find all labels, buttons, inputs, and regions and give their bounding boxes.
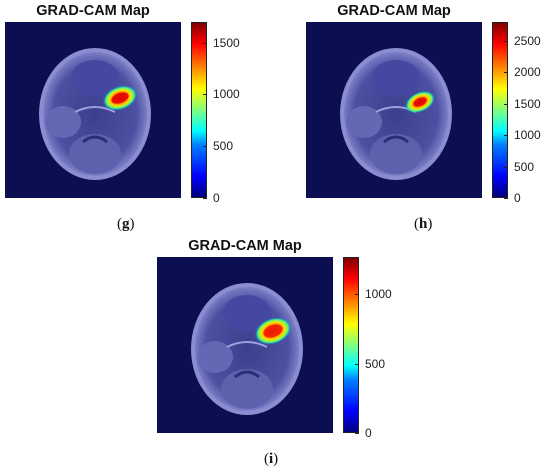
colorbar-tick-label: 0 bbox=[365, 426, 372, 440]
panel-h-brain-image bbox=[306, 22, 482, 198]
panel-i-title: GRAD-CAM Map bbox=[188, 238, 302, 254]
colorbar-tick-mark bbox=[504, 104, 508, 105]
colorbar-tick-mark bbox=[504, 167, 508, 168]
colorbar-tick-label: 500 bbox=[514, 160, 535, 174]
colorbar-tick-label: 0 bbox=[213, 191, 220, 205]
colorbar-tick-mark bbox=[355, 433, 359, 434]
panel-h-label: (h) bbox=[414, 216, 433, 232]
colorbar-tick-label: 1000 bbox=[514, 128, 541, 142]
colorbar-tick-label: 2000 bbox=[514, 65, 541, 79]
colorbar-tick-mark bbox=[355, 364, 359, 365]
colorbar-tick-label: 2500 bbox=[514, 34, 541, 48]
colorbar-tick-mark bbox=[203, 198, 207, 199]
panel-g-label: (g) bbox=[117, 216, 135, 232]
panel-h-title: GRAD-CAM Map bbox=[337, 3, 451, 19]
panel-i-brain-image bbox=[157, 257, 333, 433]
panel-h-colorbar bbox=[492, 22, 508, 198]
panel-g-colorbar bbox=[191, 22, 207, 198]
panel-g-title: GRAD-CAM Map bbox=[36, 3, 150, 19]
panel-g-brain-image bbox=[5, 22, 181, 198]
panel-i-label: (i) bbox=[264, 451, 279, 467]
colorbar-tick-mark bbox=[203, 94, 207, 95]
colorbar-tick-mark bbox=[355, 294, 359, 295]
colorbar-tick-mark bbox=[203, 146, 207, 147]
colorbar-tick-label: 1000 bbox=[365, 287, 392, 301]
colorbar-tick-mark bbox=[504, 198, 508, 199]
panel-i-colorbar bbox=[343, 257, 359, 433]
colorbar-tick-label: 1000 bbox=[213, 87, 240, 101]
colorbar-tick-label: 1500 bbox=[213, 36, 240, 50]
colorbar-tick-mark bbox=[203, 43, 207, 44]
colorbar-tick-label: 1500 bbox=[514, 97, 541, 111]
colorbar-tick-label: 0 bbox=[514, 191, 521, 205]
colorbar-tick-mark bbox=[504, 41, 508, 42]
colorbar-tick-label: 500 bbox=[213, 139, 234, 153]
colorbar-tick-mark bbox=[504, 72, 508, 73]
colorbar-tick-mark bbox=[504, 135, 508, 136]
colorbar-tick-label: 500 bbox=[365, 357, 386, 371]
